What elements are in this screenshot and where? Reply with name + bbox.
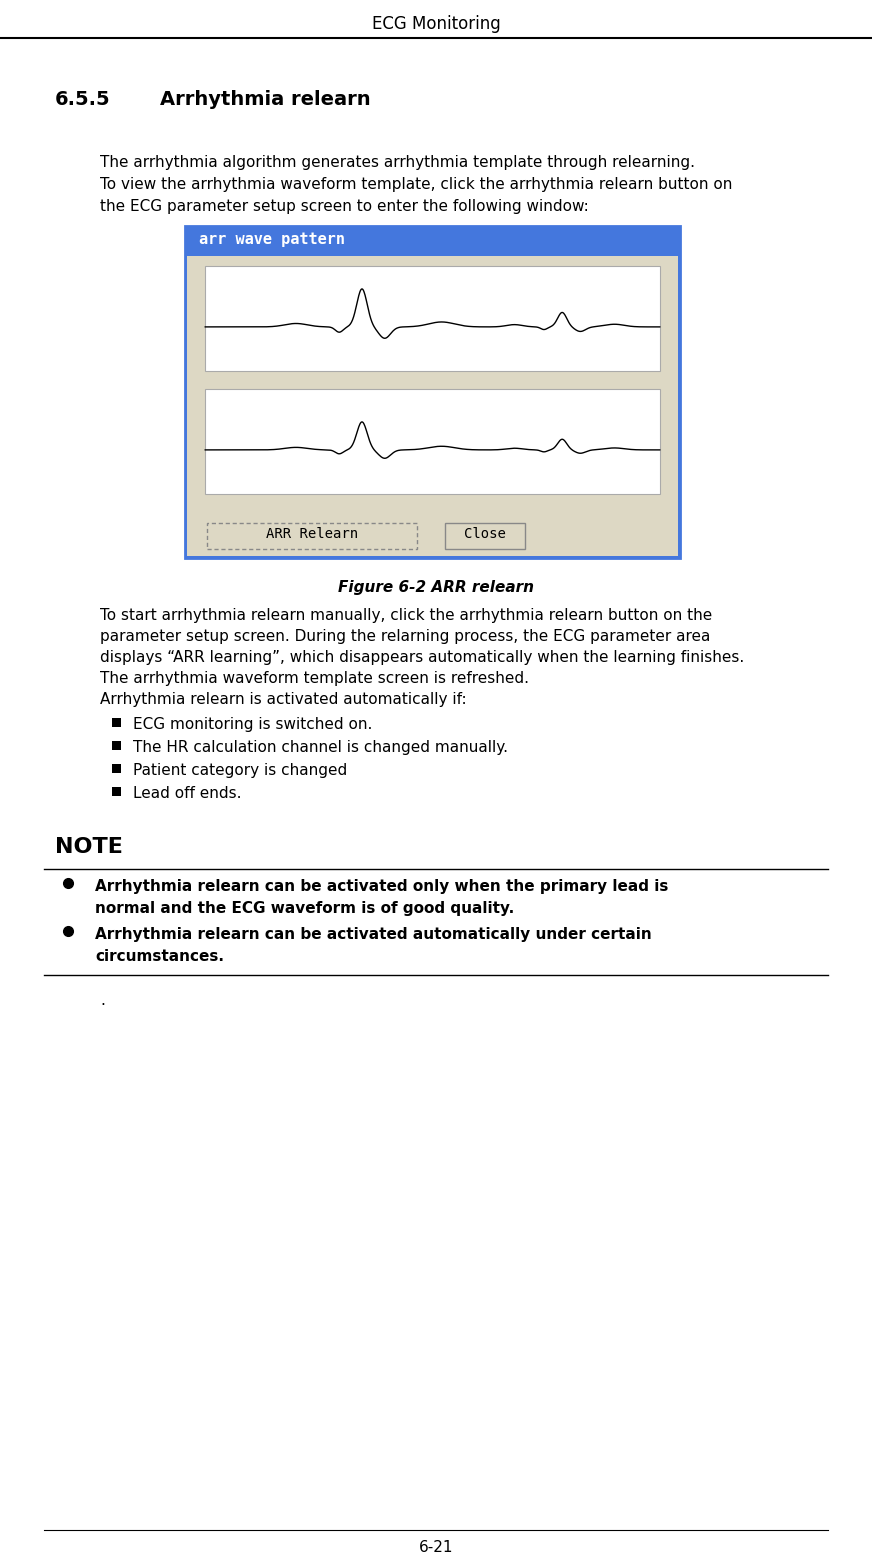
Text: Arrhythmia relearn is activated automatically if:: Arrhythmia relearn is activated automati… xyxy=(100,692,467,708)
Text: The arrhythmia algorithm generates arrhythmia template through relearning.: The arrhythmia algorithm generates arrhy… xyxy=(100,155,695,171)
Text: Arrhythmia relearn: Arrhythmia relearn xyxy=(160,90,371,109)
Text: Patient category is changed: Patient category is changed xyxy=(133,764,347,778)
Bar xyxy=(112,764,121,773)
Text: 6.5.5: 6.5.5 xyxy=(55,90,111,109)
Text: ECG monitoring is switched on.: ECG monitoring is switched on. xyxy=(133,717,372,733)
Text: The arrhythmia waveform template screen is refreshed.: The arrhythmia waveform template screen … xyxy=(100,670,529,686)
Bar xyxy=(185,227,680,559)
Text: arr wave pattern: arr wave pattern xyxy=(199,231,345,247)
Bar xyxy=(205,390,660,494)
Text: parameter setup screen. During the relarning process, the ECG parameter area: parameter setup screen. During the relar… xyxy=(100,629,711,644)
Bar xyxy=(445,523,525,549)
Bar xyxy=(207,523,417,549)
Text: 6-21: 6-21 xyxy=(419,1540,453,1552)
Bar xyxy=(205,265,660,371)
Bar xyxy=(112,787,121,796)
Text: displays “ARR learning”, which disappears automatically when the learning finish: displays “ARR learning”, which disappear… xyxy=(100,650,744,664)
Text: Close: Close xyxy=(464,528,506,542)
Text: Figure 6-2 ARR relearn: Figure 6-2 ARR relearn xyxy=(338,580,534,594)
Text: the ECG parameter setup screen to enter the following window:: the ECG parameter setup screen to enter … xyxy=(100,199,589,214)
Text: To view the arrhythmia waveform template, click the arrhythmia relearn button on: To view the arrhythmia waveform template… xyxy=(100,177,732,192)
Bar xyxy=(112,719,121,726)
Text: .: . xyxy=(100,993,105,1007)
Bar xyxy=(187,227,678,256)
Text: Lead off ends.: Lead off ends. xyxy=(133,785,242,801)
Bar xyxy=(187,256,678,515)
Text: The HR calculation channel is changed manually.: The HR calculation channel is changed ma… xyxy=(133,740,508,754)
Bar xyxy=(112,740,121,750)
Text: circumstances.: circumstances. xyxy=(95,948,224,964)
Text: Arrhythmia relearn can be activated automatically under certain: Arrhythmia relearn can be activated auto… xyxy=(95,927,651,942)
Text: Arrhythmia relearn can be activated only when the primary lead is: Arrhythmia relearn can be activated only… xyxy=(95,878,668,894)
Text: ARR Relearn: ARR Relearn xyxy=(266,528,358,542)
Text: ECG Monitoring: ECG Monitoring xyxy=(371,16,501,33)
Text: To start arrhythmia relearn manually, click the arrhythmia relearn button on the: To start arrhythmia relearn manually, cl… xyxy=(100,608,712,622)
Text: NOTE: NOTE xyxy=(55,837,123,857)
Bar xyxy=(187,515,678,556)
Text: normal and the ECG waveform is of good quality.: normal and the ECG waveform is of good q… xyxy=(95,902,514,916)
